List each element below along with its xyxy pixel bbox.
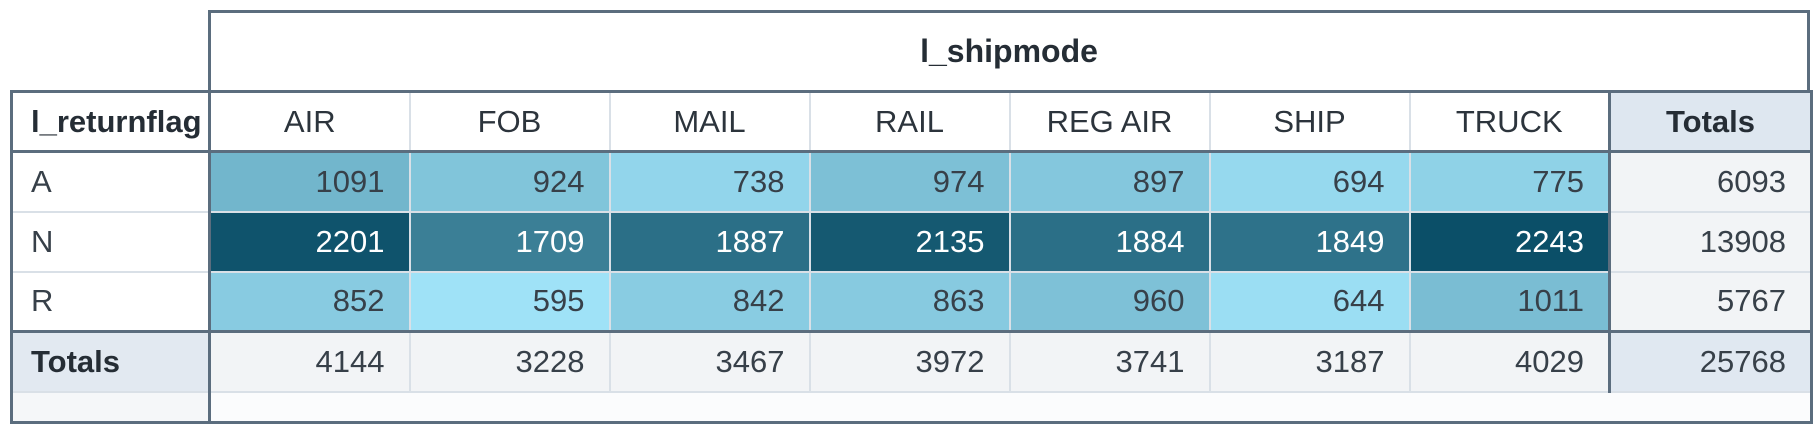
footer-spacer-row (10, 390, 1813, 424)
column-total-mail[interactable]: 3467 (608, 330, 811, 393)
pivot-cell-n-rail[interactable]: 2135 (808, 210, 1011, 273)
pivot-cell-n-air[interactable]: 2201 (208, 210, 411, 273)
column-total-truck[interactable]: 4029 (1408, 330, 1611, 393)
row-header-a[interactable]: A (10, 150, 211, 213)
pivot-cell-r-ship[interactable]: 644 (1208, 270, 1411, 333)
pivot-cell-a-reg-air[interactable]: 897 (1008, 150, 1211, 213)
pivot-cell-a-fob[interactable]: 924 (408, 150, 611, 213)
column-header-ship[interactable]: SHIP (1208, 90, 1411, 153)
row-header-r[interactable]: R (10, 270, 211, 333)
pivot-cell-n-fob[interactable]: 1709 (408, 210, 611, 273)
column-header-totals[interactable]: Totals (1608, 90, 1813, 153)
pivot-cell-a-air[interactable]: 1091 (208, 150, 411, 213)
column-total-air[interactable]: 4144 (208, 330, 411, 393)
column-total-ship[interactable]: 3187 (1208, 330, 1411, 393)
row-header-n[interactable]: N (10, 210, 211, 273)
pivot-cell-r-truck[interactable]: 1011 (1408, 270, 1611, 333)
column-header-mail[interactable]: MAIL (608, 90, 811, 153)
column-total-reg-air[interactable]: 3741 (1008, 330, 1211, 393)
pivot-cell-n-reg-air[interactable]: 1884 (1008, 210, 1211, 273)
column-header-rail[interactable]: RAIL (808, 90, 1011, 153)
row-dimension-header: l_returnflag (10, 90, 211, 153)
pivot-cell-r-rail[interactable]: 863 (808, 270, 1011, 333)
pivot-cell-n-truck[interactable]: 2243 (1408, 210, 1611, 273)
column-header-truck[interactable]: TRUCK (1408, 90, 1611, 153)
row-total-a[interactable]: 6093 (1608, 150, 1813, 213)
pivot-cell-a-mail[interactable]: 738 (608, 150, 811, 213)
pivot-cell-r-mail[interactable]: 842 (608, 270, 811, 333)
totals-row: Totals 4144 3228 3467 3972 3741 3187 402… (10, 330, 1813, 393)
pivot-cell-a-ship[interactable]: 694 (1208, 150, 1411, 213)
footer-spacer-left (10, 390, 211, 424)
pivot-cell-n-ship[interactable]: 1849 (1208, 210, 1411, 273)
pivot-cell-r-fob[interactable]: 595 (408, 270, 611, 333)
header-row: l_returnflag AIR FOB MAIL RAIL REG AIR S… (10, 90, 1813, 153)
footer-spacer-right (208, 390, 1813, 424)
totals-row-header[interactable]: Totals (10, 330, 211, 393)
pivot-grid: l_returnflag AIR FOB MAIL RAIL REG AIR S… (10, 90, 1813, 424)
pivot-cell-a-truck[interactable]: 775 (1408, 150, 1611, 213)
column-header-reg-air[interactable]: REG AIR (1008, 90, 1211, 153)
column-dimension-header: l_shipmode (208, 10, 1810, 90)
column-total-fob[interactable]: 3228 (408, 330, 611, 393)
row-total-n[interactable]: 13908 (1608, 210, 1813, 273)
pivot-cell-r-reg-air[interactable]: 960 (1008, 270, 1211, 333)
column-header-fob[interactable]: FOB (408, 90, 611, 153)
column-total-rail[interactable]: 3972 (808, 330, 1011, 393)
column-header-air[interactable]: AIR (208, 90, 411, 153)
pivot-cell-r-air[interactable]: 852 (208, 270, 411, 333)
data-row-n: N 2201 1709 1887 2135 1884 1849 2243 139… (10, 210, 1813, 273)
data-row-r: R 852 595 842 863 960 644 1011 5767 (10, 270, 1813, 333)
pivot-cell-a-rail[interactable]: 974 (808, 150, 1011, 213)
row-total-r[interactable]: 5767 (1608, 270, 1813, 333)
data-row-a: A 1091 924 738 974 897 694 775 6093 (10, 150, 1813, 213)
grand-total-cell[interactable]: 25768 (1608, 330, 1813, 393)
pivot-cell-n-mail[interactable]: 1887 (608, 210, 811, 273)
